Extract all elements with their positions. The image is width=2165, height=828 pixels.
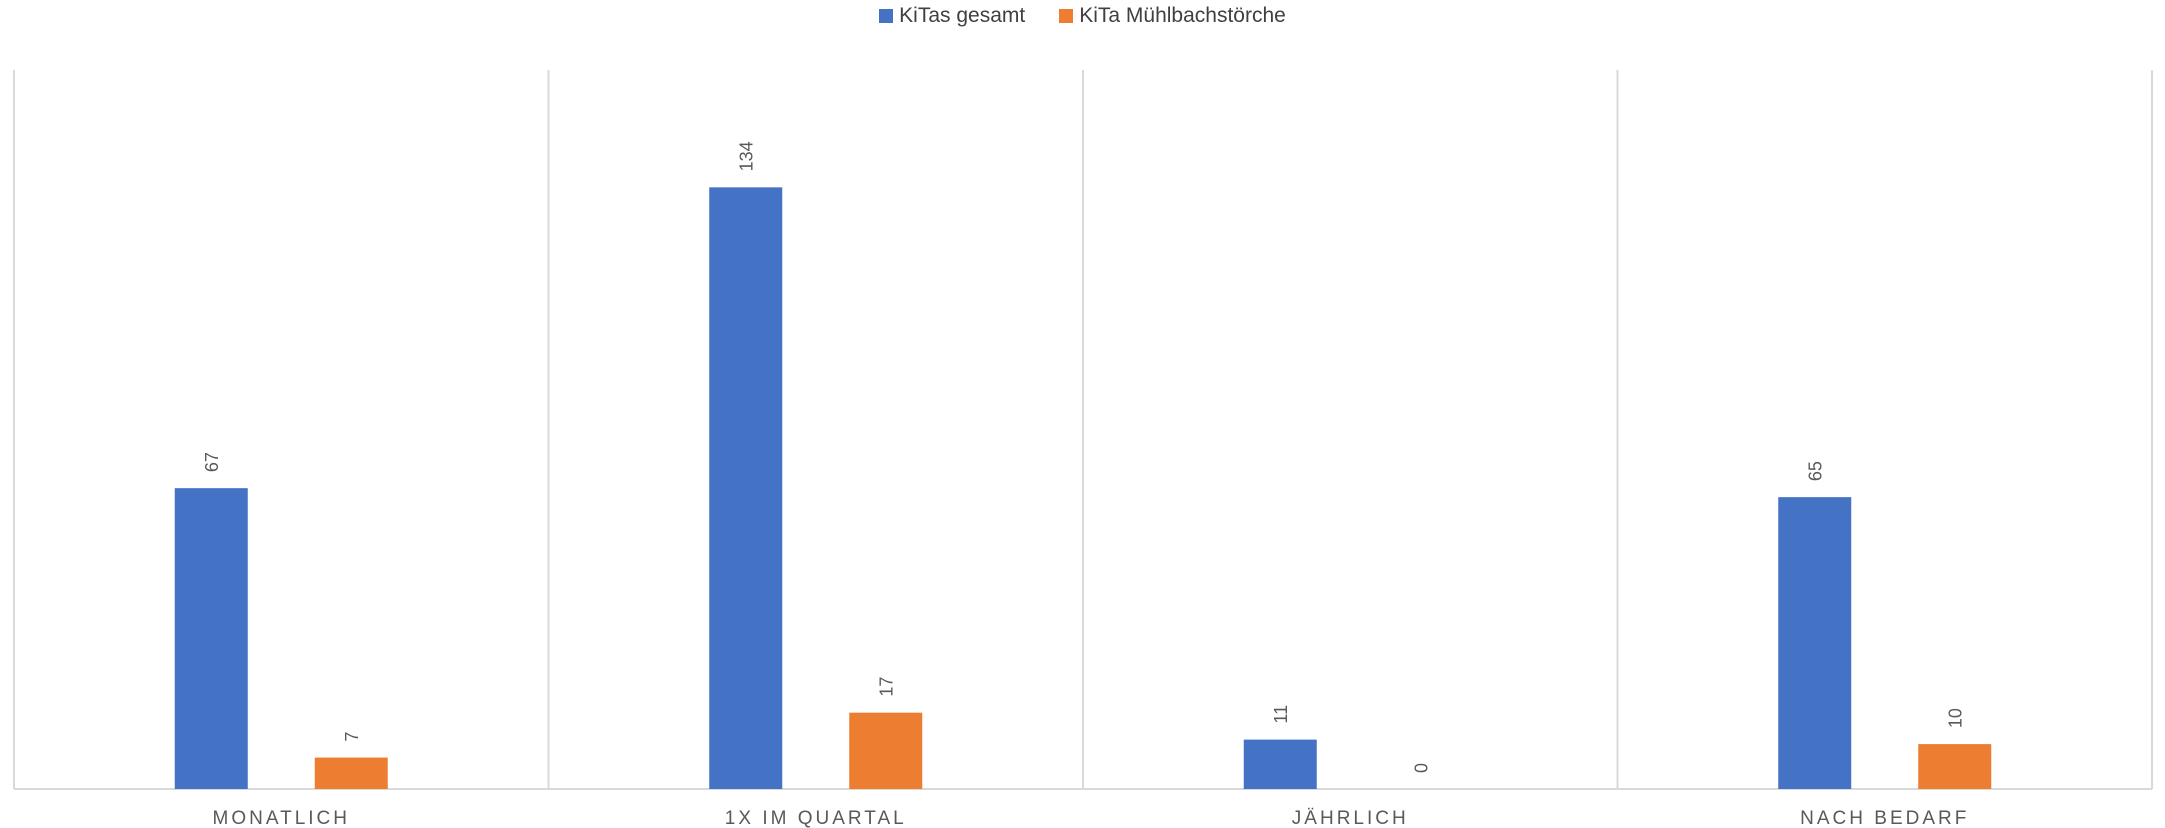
legend-item-kitas-gesamt: KiTas gesamt xyxy=(879,4,1025,28)
data-label: 10 xyxy=(1946,708,1966,728)
bar xyxy=(709,187,783,790)
x-tick-label: 1X IM QUARTAL xyxy=(725,808,907,828)
bar xyxy=(174,488,248,789)
bar xyxy=(849,712,923,789)
data-label: 65 xyxy=(1806,461,1826,481)
data-label: 134 xyxy=(737,141,757,171)
x-tick-label: NACH BEDARF xyxy=(1800,808,1969,828)
bar xyxy=(1243,739,1317,789)
bar xyxy=(314,757,388,789)
x-tick-label: JÄHRLICH xyxy=(1292,808,1409,828)
legend-swatch-kita-muehlbachstoerche xyxy=(1059,9,1074,23)
legend-swatch-kitas-gesamt xyxy=(879,9,894,23)
legend-item-kita-muehlbachstoerche: KiTa Mühlbachstörche xyxy=(1059,4,1286,28)
bar xyxy=(1778,497,1852,789)
x-tick-label: MONATLICH xyxy=(213,808,350,828)
legend-label-kitas-gesamt: KiTas gesamt xyxy=(899,4,1026,27)
data-label: 11 xyxy=(1271,705,1291,724)
legend-label-kita-muehlbachstoerche: KiTa Mühlbachstörche xyxy=(1079,4,1286,27)
data-label: 0 xyxy=(1411,763,1431,773)
bar xyxy=(1918,744,1992,789)
data-label: 67 xyxy=(202,452,222,472)
data-label: 7 xyxy=(342,732,362,742)
data-label: 17 xyxy=(877,677,897,697)
legend: KiTas gesamt KiTa Mühlbachstörche xyxy=(0,4,2165,28)
